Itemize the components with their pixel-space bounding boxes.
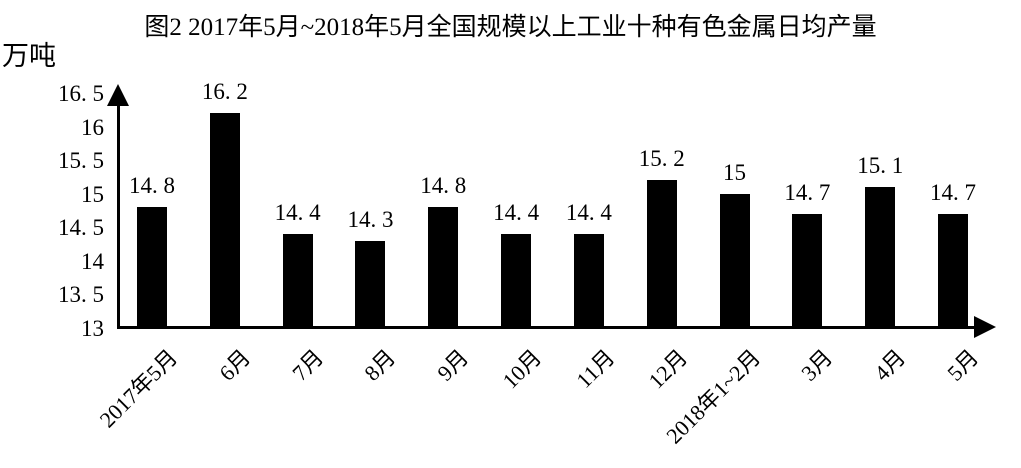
x-axis-tick-label: 12月	[643, 344, 693, 394]
y-axis-tick-label: 16. 5	[58, 81, 104, 106]
bar	[209, 113, 240, 328]
bar	[355, 240, 386, 328]
y-axis-line	[117, 96, 120, 329]
chart-title: 图2 2017年5月~2018年5月全国规模以上工业十种有色金属日均产量	[144, 14, 877, 41]
bar-value-label: 15. 1	[857, 153, 904, 178]
bar-value-label: 14. 4	[565, 200, 612, 225]
y-axis-tick-label: 15. 5	[58, 148, 104, 174]
y-axis-tick-label: 13. 5	[58, 282, 104, 308]
x-axis-arrow-right-icon	[974, 316, 996, 338]
bar-value-label: 14. 4	[274, 200, 321, 225]
bar-value-label: 15. 2	[638, 146, 685, 172]
bar	[646, 180, 677, 328]
x-axis-tick-label: 8月	[359, 344, 401, 386]
bar-value-label: 14. 7	[784, 179, 831, 205]
x-axis-tick-label: 11月	[570, 344, 620, 393]
bar	[938, 213, 969, 328]
bar-value-label: 14. 8	[420, 173, 467, 199]
x-axis-tick-label: 6月	[214, 344, 256, 386]
bar-value-label: 14. 8	[129, 173, 175, 199]
bar-value-label: 15	[723, 159, 747, 185]
x-axis-tick-label: 10月	[497, 344, 547, 394]
bar-value-label: 14. 3	[347, 206, 394, 232]
bar	[865, 187, 896, 328]
bar	[792, 213, 823, 328]
bar-value-label: 16. 2	[201, 79, 248, 105]
y-axis-tick-label: 13	[81, 316, 104, 341]
y-axis-tick-label: 14. 5	[58, 215, 104, 241]
y-axis-arrow-up-icon	[107, 84, 129, 106]
x-axis-tick-label: 2017年5月	[94, 344, 183, 433]
bar-value-label: 14. 4	[493, 200, 540, 225]
y-axis-tick-label: 16	[81, 114, 104, 140]
x-axis-tick-label: 9月	[432, 344, 474, 386]
y-axis-unit-label: 万吨	[2, 41, 56, 71]
y-axis-tick-label: 14	[81, 248, 104, 274]
bar	[501, 234, 532, 328]
bar	[137, 207, 167, 328]
x-axis-tick-label: 3月	[796, 344, 838, 386]
x-axis-tick-label: 5月	[942, 344, 984, 386]
y-axis-tick-label: 15	[81, 181, 104, 207]
x-axis-tick-label: 4月	[869, 344, 911, 386]
x-axis-tick-label: 7月	[286, 344, 328, 386]
bar-value-label: 14. 7	[930, 179, 977, 205]
bar	[573, 234, 604, 328]
bar	[282, 234, 313, 328]
x-axis-line	[117, 326, 977, 329]
bar	[428, 207, 459, 328]
bar	[719, 193, 750, 328]
